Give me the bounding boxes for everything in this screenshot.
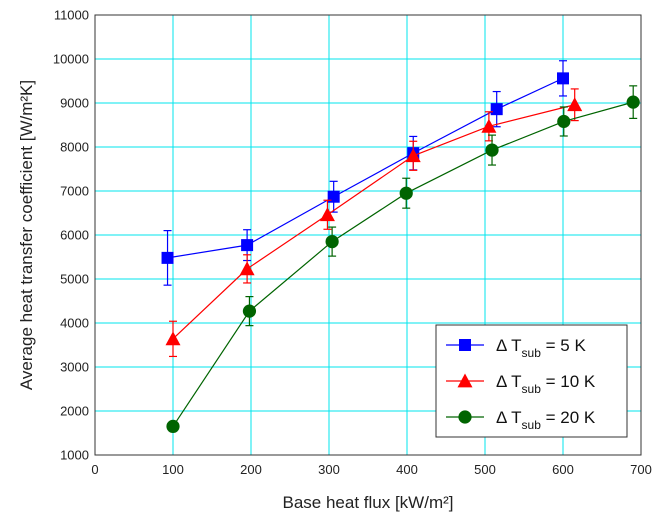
y-tick-label: 4000 xyxy=(60,316,89,331)
series-line xyxy=(167,77,564,259)
x-tick-label: 400 xyxy=(396,462,418,477)
x-tick-label: 300 xyxy=(318,462,340,477)
x-tick-label: 600 xyxy=(552,462,574,477)
x-tick-label: 700 xyxy=(630,462,652,477)
circle-marker xyxy=(325,235,339,249)
square-marker xyxy=(557,72,569,85)
legend-label: Δ Tsub = 5 K xyxy=(496,336,586,360)
triangle-marker xyxy=(567,97,583,112)
legend: Δ Tsub = 5 K Δ Tsub = 10 K Δ Tsub = 20 K xyxy=(435,324,628,438)
triangle-marker xyxy=(481,118,497,133)
circle-marker xyxy=(626,95,640,109)
legend-label: Δ Tsub = 10 K xyxy=(496,372,596,396)
square-marker xyxy=(161,251,174,264)
y-tick-label: 9000 xyxy=(60,96,89,111)
y-tick-label: 3000 xyxy=(60,360,89,375)
tick-labels: 0 100 200 300 400 500 600 700 1000 2000 3000 4000 50… xyxy=(53,8,652,478)
triangle-marker xyxy=(239,261,255,276)
y-tick-label: 1000 xyxy=(60,448,89,463)
square-marker xyxy=(327,190,340,203)
triangle-marker xyxy=(405,148,421,163)
triangle-marker xyxy=(165,331,181,346)
series-group xyxy=(166,85,640,433)
plot-frame xyxy=(94,14,642,456)
square-marker xyxy=(490,103,503,116)
y-tick-label: 5000 xyxy=(60,272,89,287)
legend-label: Δ Tsub = 20 K xyxy=(496,408,596,432)
y-tick-label: 6000 xyxy=(60,228,89,243)
x-tick-label: 200 xyxy=(240,462,262,477)
square-marker xyxy=(459,339,471,351)
square-marker xyxy=(241,239,254,252)
x-tick-label: 0 xyxy=(91,462,98,477)
series-group xyxy=(161,60,569,286)
data-series xyxy=(161,60,640,433)
series-group xyxy=(165,88,583,358)
series-line xyxy=(172,104,575,340)
y-tick-label: 7000 xyxy=(60,184,89,199)
x-tick-label: 500 xyxy=(474,462,496,477)
circle-marker xyxy=(166,419,180,433)
x-tick-label: 100 xyxy=(162,462,184,477)
y-tick-label: 10000 xyxy=(53,52,89,67)
y-axis-title: Average heat transfer coefficient [W/m²K… xyxy=(17,80,36,390)
y-tick-label: 8000 xyxy=(60,140,89,155)
triangle-marker xyxy=(319,207,335,222)
triangle-marker xyxy=(457,373,473,388)
circle-marker xyxy=(485,143,499,157)
circle-marker xyxy=(399,186,413,200)
circle-marker xyxy=(458,410,472,424)
y-tick-label: 2000 xyxy=(60,404,89,419)
circle-marker xyxy=(557,114,571,129)
y-tick-label: 11000 xyxy=(54,8,89,23)
x-axis-title: Base heat flux [kW/m²] xyxy=(283,493,454,512)
circle-marker xyxy=(242,304,257,318)
